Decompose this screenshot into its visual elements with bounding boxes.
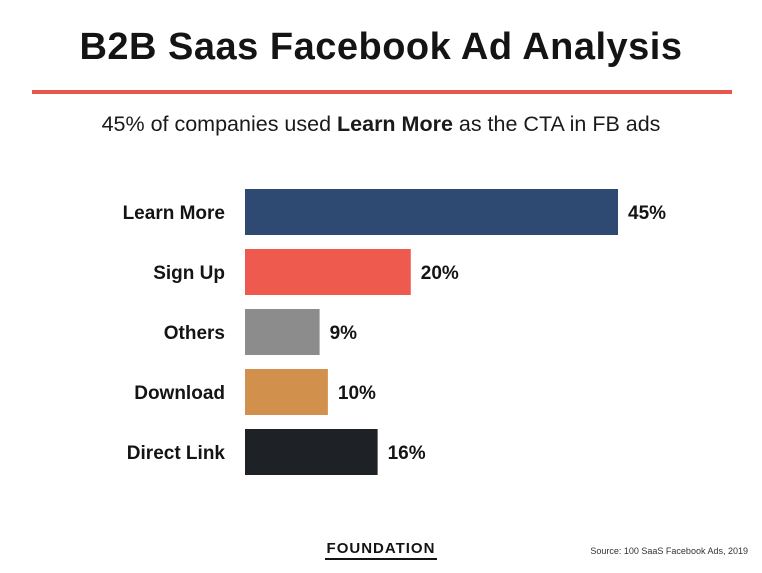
subtitle-text-end: as the CTA in FB ads (452, 112, 661, 136)
bar-sign-up (245, 249, 411, 295)
bar-others (245, 309, 320, 355)
foundation-logo: FOUNDATION (0, 540, 762, 560)
bar-learn-more (245, 189, 618, 235)
category-label: Others (164, 323, 225, 344)
subtitle-highlight: Learn More (337, 112, 453, 136)
value-label: 9% (330, 323, 358, 344)
category-label: Learn More (123, 203, 225, 224)
logo-text: FOUNDATION (324, 540, 438, 560)
category-label: Download (134, 383, 225, 404)
source-note: Source: 100 SaaS Facebook Ads, 2019 (590, 546, 748, 556)
category-label: Direct Link (127, 443, 226, 464)
value-label: 45% (628, 203, 666, 224)
chart-subtitle: 45% of companies used Learn More as the … (0, 112, 762, 137)
title-divider (32, 90, 732, 94)
bar-direct-link (245, 429, 378, 475)
category-label: Sign Up (153, 263, 225, 284)
value-label: 16% (388, 443, 426, 464)
subtitle-text-start: 45% of companies used (101, 112, 338, 136)
bar-download (245, 369, 328, 415)
value-label: 20% (421, 263, 459, 284)
value-label: 10% (338, 383, 376, 404)
page-title: B2B Saas Facebook Ad Analysis (79, 26, 683, 68)
